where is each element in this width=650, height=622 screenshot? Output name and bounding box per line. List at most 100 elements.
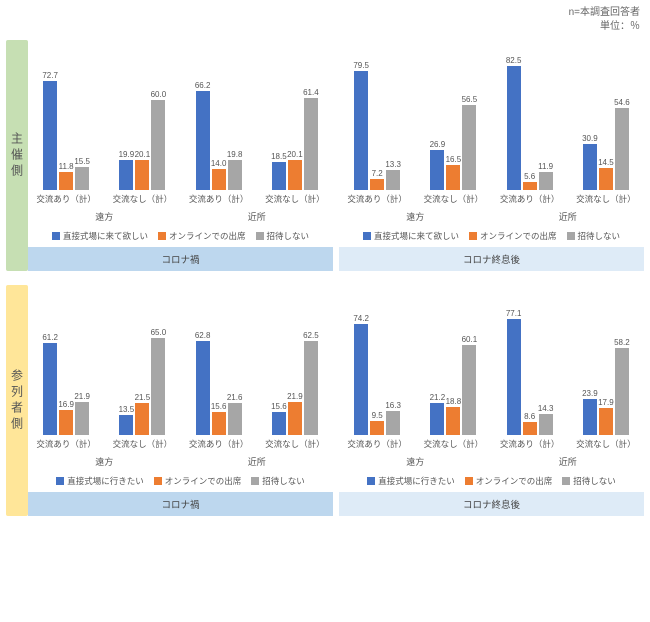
- legend: 直接式場に来て欲しいオンラインでの出席招待しない: [28, 227, 333, 245]
- location-block: 79.57.213.326.916.556.5交流あり（計）交流なし（計）遠方: [339, 40, 492, 227]
- legend-label: 招待しない: [578, 230, 621, 242]
- panel: 79.57.213.326.916.556.5交流あり（計）交流なし（計）遠方8…: [339, 40, 644, 271]
- bar: [228, 160, 242, 190]
- bar-value-label: 16.3: [385, 401, 401, 410]
- bar-value-label: 77.1: [506, 309, 522, 318]
- bar-slot: 62.8: [196, 331, 210, 435]
- section-content: 72.711.815.519.920.160.0交流あり（計）交流なし（計）遠方…: [28, 40, 644, 271]
- bar: [212, 169, 226, 190]
- period-bar: コロナ禍: [28, 492, 333, 516]
- bar-slot: 14.3: [539, 404, 553, 435]
- bar-slot: 65.0: [151, 328, 165, 436]
- bar: [507, 319, 521, 435]
- group-label: 交流あり（計）: [181, 190, 257, 208]
- bar-value-label: 21.2: [430, 393, 446, 402]
- bar-value-label: 56.5: [462, 95, 478, 104]
- bar-slot: 62.5: [304, 331, 318, 435]
- bar-slot: 58.2: [615, 338, 629, 435]
- legend-item: 招待しない: [562, 475, 616, 487]
- bar-value-label: 82.5: [506, 56, 522, 65]
- bar: [523, 422, 537, 435]
- bar-slot: 21.9: [288, 392, 302, 435]
- group-label: 交流なし（計）: [568, 435, 644, 453]
- bar-value-label: 8.6: [524, 412, 535, 421]
- bar: [196, 91, 210, 190]
- bar-groups: 61.216.921.913.521.565.0: [28, 285, 181, 435]
- legend: 直接式場に来て欲しいオンラインでの出席招待しない: [339, 227, 644, 245]
- bar-value-label: 74.2: [353, 314, 369, 323]
- bar-slot: 15.6: [272, 402, 286, 435]
- bar: [43, 81, 57, 190]
- bar-slot: 79.5: [354, 61, 368, 190]
- section: 参列者側61.216.921.913.521.565.0交流あり（計）交流なし（…: [6, 285, 644, 516]
- bar-slot: 16.9: [59, 400, 73, 435]
- legend-swatch: [56, 477, 64, 485]
- panels-row: 72.711.815.519.920.160.0交流あり（計）交流なし（計）遠方…: [28, 40, 644, 271]
- bar-slot: 21.2: [430, 393, 444, 435]
- bar-value-label: 20.1: [287, 150, 303, 159]
- bar-group: 26.916.5 56.5: [415, 40, 491, 190]
- group-label: 交流あり（計）: [492, 190, 568, 208]
- group-label: 交流あり（計）: [181, 435, 257, 453]
- legend: 直接式場に行きたいオンラインでの出席招待しない: [28, 472, 333, 490]
- bar-slot: 16.3: [386, 401, 400, 435]
- bar-value-label: 21.5: [135, 393, 151, 402]
- location-block: 77.18.614.323.917.958.2交流あり（計）交流なし（計）近所: [492, 285, 645, 472]
- bar: [288, 402, 302, 435]
- bar: [59, 172, 73, 190]
- bar-slot: 26.9: [430, 140, 444, 190]
- bar-value-label: 62.5: [303, 331, 319, 340]
- location-label: 近所: [492, 208, 645, 227]
- group-label: 交流なし（計）: [257, 190, 333, 208]
- bar-group: 77.1 8.6 14.3: [492, 285, 568, 435]
- bar: [304, 341, 318, 435]
- bar-slot: 54.6: [615, 98, 629, 190]
- legend-swatch: [363, 232, 371, 240]
- bar-slot: 20.1: [135, 150, 149, 190]
- legend-swatch: [567, 232, 575, 240]
- legend-item: オンラインでの出席: [154, 475, 242, 487]
- bar-slot: 13.5: [119, 405, 133, 435]
- location-block: 66.214.019.818.520.161.4交流あり（計）交流なし（計）近所: [181, 40, 334, 227]
- bar-slot: 77.1: [507, 309, 521, 435]
- location-label: 遠方: [28, 208, 181, 227]
- bar-slot: 61.4: [304, 88, 318, 190]
- note-unit: 単位：％: [10, 20, 640, 34]
- group-label: 交流なし（計）: [104, 435, 180, 453]
- group-label: 交流なし（計）: [104, 190, 180, 208]
- bar: [272, 412, 286, 435]
- bar-group: 79.57.213.3: [339, 40, 415, 190]
- legend-swatch: [469, 232, 477, 240]
- legend-swatch: [251, 477, 259, 485]
- bar-groups: 66.214.019.818.520.161.4: [181, 40, 334, 190]
- bar: [354, 324, 368, 435]
- side-tab: 参列者側: [6, 285, 28, 516]
- bar-slot: 14.5: [599, 158, 613, 190]
- bar-value-label: 54.6: [614, 98, 630, 107]
- legend-item: オンラインでの出席: [465, 475, 553, 487]
- bar-group: 18.520.161.4: [257, 40, 333, 190]
- location-label: 近所: [181, 208, 334, 227]
- bar-groups: 74.29.516.321.218.860.1: [339, 285, 492, 435]
- location-label: 遠方: [28, 453, 181, 472]
- bar-slot: 14.0: [212, 159, 226, 190]
- bar-slot: 15.5: [75, 157, 89, 190]
- bar: [462, 105, 476, 190]
- bar-value-label: 14.0: [211, 159, 227, 168]
- bar-value-label: 79.5: [353, 61, 369, 70]
- legend-item: 直接式場に来て欲しい: [363, 230, 459, 242]
- bar: [583, 144, 597, 190]
- bar: [507, 66, 521, 190]
- bar-slot: 74.2: [354, 314, 368, 435]
- panel: 74.29.516.321.218.860.1交流あり（計）交流なし（計）遠方7…: [339, 285, 644, 516]
- legend-swatch: [256, 232, 264, 240]
- bar: [370, 421, 384, 435]
- bar-slot: 15.6: [212, 402, 226, 435]
- bar-slot: 16.5: [446, 155, 460, 190]
- group-label: 交流なし（計）: [415, 190, 491, 208]
- legend-item: 直接式場に行きたい: [56, 475, 144, 487]
- side-tab: 主催側: [6, 40, 28, 271]
- period-bar: コロナ終息後: [339, 492, 644, 516]
- bar-value-label: 11.8: [59, 162, 74, 171]
- bar-slot: 21.5: [135, 393, 149, 435]
